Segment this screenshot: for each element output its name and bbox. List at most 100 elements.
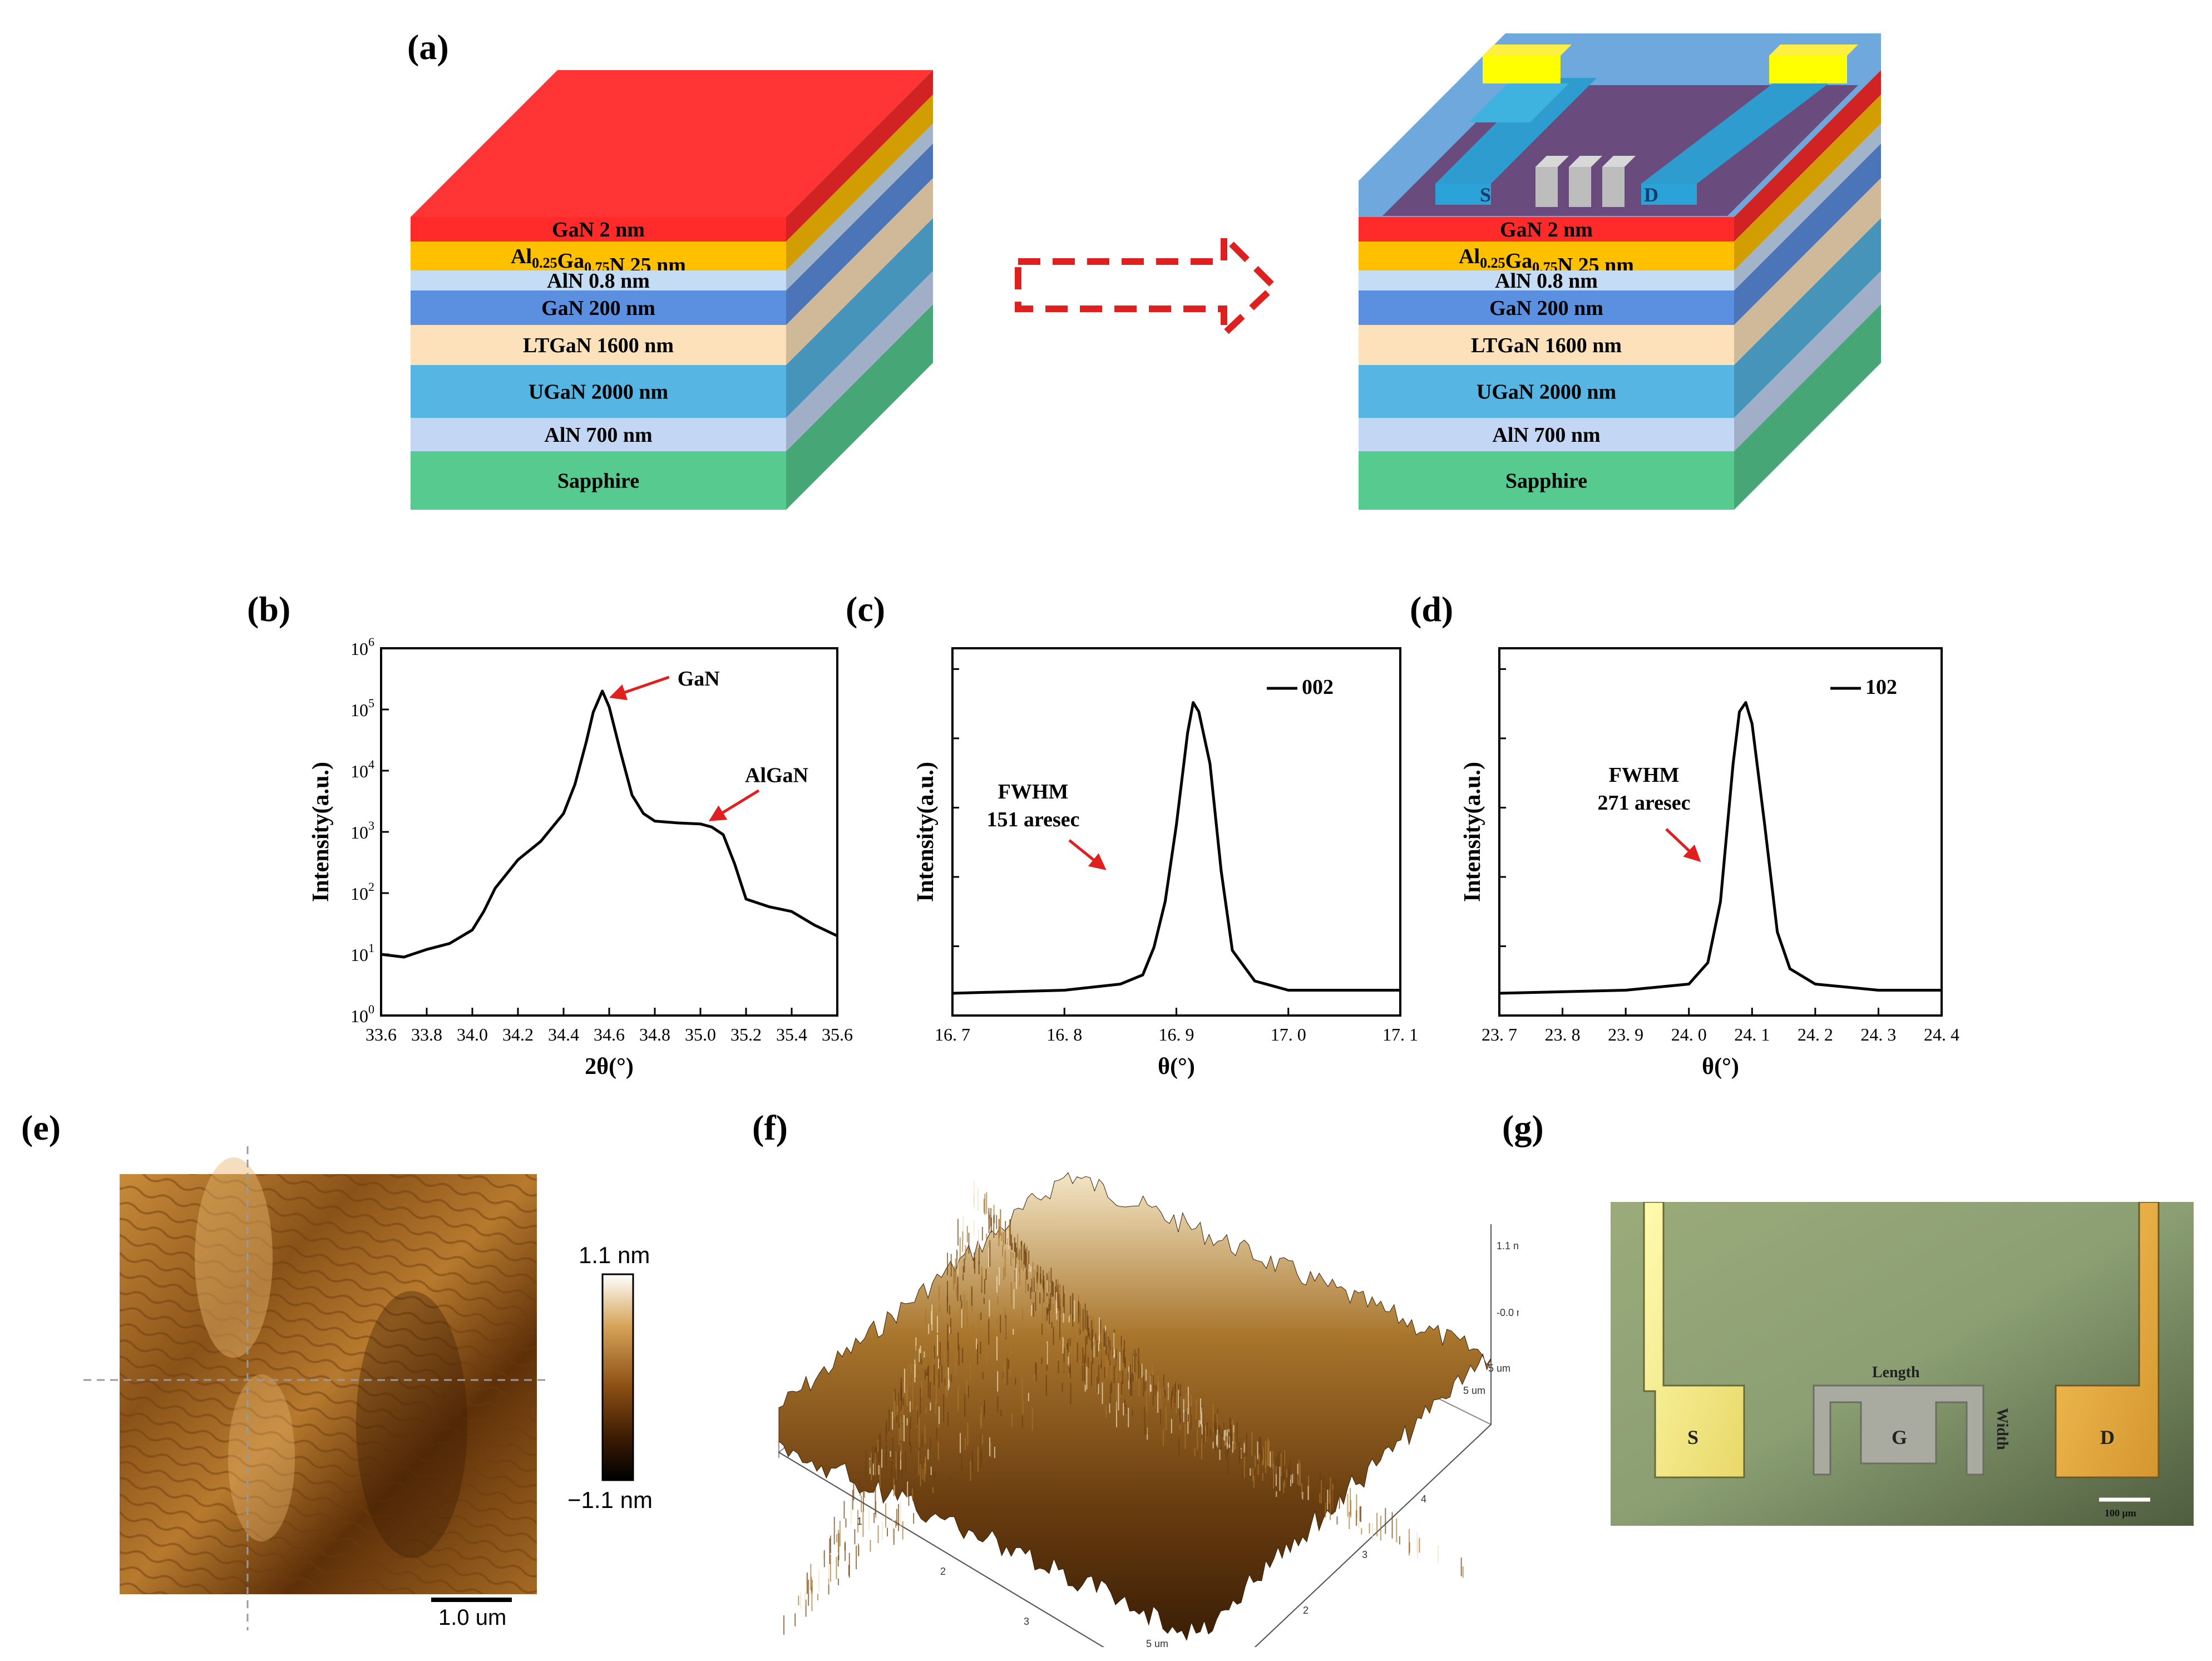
afm-colorbar [601, 1273, 634, 1481]
right-label-ltgan: LTGaN 1600 nm [1471, 334, 1622, 357]
annotation-fwhm-value: 271 aresec [1597, 791, 1690, 815]
left-label-gan_200: GaN 200 nm [541, 297, 655, 320]
afm-3d-z-top: 1.1 nm [1497, 1240, 1519, 1251]
plot-frame [380, 647, 838, 1017]
y-tick-label: 102 [350, 880, 374, 904]
x-tick-label: 24. 3 [1860, 1024, 1896, 1044]
right-label-gan_cap: GaN 2 nm [1500, 218, 1593, 241]
y-tick-label: 100 [350, 1002, 374, 1026]
xrd-2theta-chart: 33.6 33.8 34.0 34.2 34.4 34.6 34.8 35.0 35.2 35.4… [308, 635, 853, 1080]
x-tick-label: 35.4 [776, 1024, 807, 1044]
afm-3d-x-tick: 3 [1024, 1616, 1029, 1627]
y-tick-label: 105 [350, 696, 374, 720]
afm-3d-x-tick: 1 [857, 1516, 862, 1527]
right-layer-ltgan [1359, 325, 1734, 365]
right-label-ugan: UGaN 2000 nm [1477, 381, 1616, 404]
afm-colorbar-min: −1.1 nm [567, 1487, 653, 1513]
afm-3d-axis-max-y: 5 um [1488, 1363, 1510, 1374]
x-tick-label: 34.0 [457, 1024, 488, 1044]
right-side-gan_200 [1734, 144, 1881, 325]
device-scalebar-label: 100 μm [2105, 1507, 2136, 1519]
device-photo-gate: G [1892, 1426, 1907, 1448]
x-tick-label: 17. 0 [1271, 1024, 1306, 1044]
legend-label: 002 [1302, 676, 1334, 699]
y-tick-label: 104 [350, 757, 374, 781]
rocking-curve-002-chart: 16. 7 16. 8 16. 9 17. 0 17. 1 θ(°) Intensity(a… [913, 647, 1418, 1080]
stack-left-top [411, 70, 933, 217]
right-layer-ugan [1359, 365, 1734, 418]
x-tick-label: 24. 1 [1734, 1024, 1770, 1044]
annotation-arrow-fwhm [1665, 828, 1701, 862]
left-layer-gan_200 [411, 290, 786, 325]
annotation-fwhm: FWHM [1609, 763, 1680, 787]
y-tick-label: 103 [350, 819, 374, 842]
device-source-label: S [1480, 184, 1491, 206]
x-tick-label: 35.0 [685, 1024, 716, 1044]
x-tick-label: 16. 9 [1159, 1024, 1194, 1044]
right-side-sapphire [1734, 304, 1881, 510]
annotation-arrow-fwhm [1068, 839, 1107, 870]
annotation-algan: AlGaN [745, 764, 808, 787]
right-label-aln_thin: AlN 0.8 nm [1495, 269, 1598, 293]
y-axis-title: Intensity(a.u.) [1460, 762, 1485, 902]
left-label-aln_700: AlN 700 nm [544, 423, 652, 447]
right-side-gan_cap [1734, 70, 1881, 241]
process-arrow [1015, 228, 1279, 342]
x-tick-label: 16. 8 [1046, 1024, 1082, 1044]
data-line [952, 701, 1400, 995]
x-tick-label: 23. 7 [1482, 1024, 1517, 1044]
x-tick-label: 35.6 [822, 1024, 853, 1044]
left-layer-gan_cap [411, 217, 786, 241]
y-axis-title: Intensity(a.u.) [913, 762, 939, 902]
annotation-fwhm: FWHM [998, 780, 1069, 804]
right-layer-sapphire [1359, 451, 1734, 510]
panel-label-b: (b) [247, 589, 291, 629]
left-layer-ugan [411, 365, 786, 418]
afm-3d-image: 1.1 nm -0.0 nm 5 um 5 um 5 um 11223344 [778, 1172, 1519, 1647]
left-side-aln_700 [786, 271, 933, 451]
x-axis-title: θ(°) [1158, 1054, 1195, 1080]
device-length-label: Length [1872, 1364, 1920, 1381]
x-tick-label: 34.8 [639, 1024, 670, 1044]
x-axis-title: 2θ(°) [585, 1054, 634, 1080]
left-side-sapphire [786, 304, 933, 510]
x-tick-label: 33.8 [411, 1024, 442, 1044]
left-label-aln_thin: AlN 0.8 nm [547, 269, 650, 293]
afm-3d-y-tick: 2 [1303, 1605, 1309, 1616]
right-label-sapphire: Sapphire [1505, 470, 1587, 493]
x-tick-label: 34.2 [502, 1024, 534, 1044]
x-tick-label: 24. 4 [1924, 1024, 1959, 1044]
panel-label-g: (g) [1502, 1108, 1544, 1147]
afm-3d-axis-max-r: 5 um [1463, 1385, 1485, 1396]
left-layer-algan [411, 241, 786, 270]
afm-3d-z-mid: -0.0 nm [1497, 1307, 1519, 1318]
device-photo-source: S [1687, 1426, 1698, 1448]
right-label-gan_200: GaN 200 nm [1489, 297, 1603, 320]
left-side-aln_thin [786, 124, 933, 290]
left-label-gan_cap: GaN 2 nm [552, 218, 645, 241]
afm-2d-image: 1.0 um 1.1 nm −1.1 nm [83, 1146, 653, 1630]
right-layer-aln_thin [1359, 270, 1734, 290]
rocking-curve-102-chart: 23. 7 23. 8 23. 9 24. 0 24. 1 24. 2 24. 3 24. 4… [1460, 647, 1959, 1080]
left-side-algan [786, 95, 933, 270]
left-layer-aln_thin [411, 270, 786, 290]
left-label-ltgan: LTGaN 1600 nm [523, 334, 674, 357]
legend-label: 102 [1865, 676, 1897, 699]
panel-label-c: (c) [846, 589, 886, 629]
afm-scalebar-label: 1.0 um [438, 1605, 506, 1630]
annotation-arrow-algan [708, 789, 760, 821]
left-label-ugan: UGaN 2000 nm [529, 381, 668, 404]
left-side-gan_200 [786, 144, 933, 325]
plot-frame [1498, 647, 1943, 1017]
panel-label-d: (d) [1410, 589, 1454, 629]
afm-3d-surface [778, 1172, 1492, 1642]
left-side-ltgan [786, 178, 933, 365]
data-line [381, 689, 838, 959]
x-tick-label: 23. 8 [1545, 1024, 1581, 1044]
x-tick-label: 33.6 [366, 1024, 397, 1044]
x-tick-label: 24. 2 [1798, 1024, 1833, 1044]
device-drain-label: D [1644, 184, 1658, 206]
